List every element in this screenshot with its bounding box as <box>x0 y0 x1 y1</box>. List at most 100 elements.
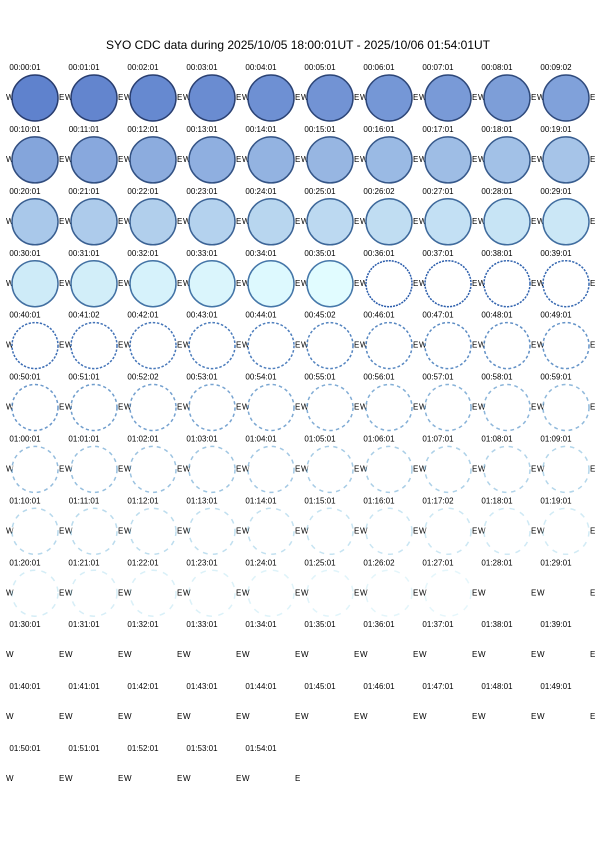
sky-image <box>542 383 590 432</box>
west-label: W <box>419 712 427 721</box>
sky-image <box>70 74 118 122</box>
frame-time: 00:06:01 <box>363 63 395 72</box>
sky-image <box>365 383 413 432</box>
sky-image <box>70 383 118 432</box>
sky-image <box>424 74 472 122</box>
east-label: E <box>59 279 64 288</box>
frame-time: 00:34:01 <box>245 249 277 258</box>
sky-image <box>129 321 177 370</box>
west-label: W <box>360 712 368 721</box>
frame-time: 01:06:01 <box>363 435 395 444</box>
frame-time: 00:51:01 <box>68 373 100 382</box>
frame-time: 00:20:01 <box>9 187 41 196</box>
sky-image <box>188 74 236 122</box>
frame-time: 00:09:02 <box>540 63 572 72</box>
west-label: W <box>478 279 486 288</box>
sky-image <box>70 259 118 308</box>
frame-time: 00:21:01 <box>68 187 100 196</box>
west-label: W <box>360 155 368 164</box>
sky-image <box>306 198 354 246</box>
sky-image <box>247 507 295 556</box>
west-label: W <box>242 155 250 164</box>
east-label: E <box>177 93 182 102</box>
west-label: W <box>301 526 309 535</box>
frame-time: 00:18:01 <box>481 125 513 134</box>
frame-time: 01:53:01 <box>186 744 218 753</box>
east-label: E <box>354 650 359 659</box>
east-label: E <box>590 465 595 474</box>
west-label: W <box>183 465 191 474</box>
frame-time: 00:08:01 <box>481 63 513 72</box>
east-label: E <box>413 155 418 164</box>
sky-image <box>247 198 295 246</box>
frame-time: 00:55:01 <box>304 373 336 382</box>
frame-time: 00:29:01 <box>540 187 572 196</box>
west-label: W <box>301 93 309 102</box>
sky-image <box>542 321 590 370</box>
east-label: E <box>354 279 359 288</box>
west-label: W <box>360 279 368 288</box>
frame-time: 01:17:02 <box>422 496 454 505</box>
frame-time: 01:41:01 <box>68 682 100 691</box>
frame-time: 01:04:01 <box>245 435 277 444</box>
east-label: E <box>472 588 477 597</box>
west-label: W <box>360 588 368 597</box>
west-label: W <box>478 650 486 659</box>
sky-image <box>129 74 177 122</box>
frame-time: 01:43:01 <box>186 682 218 691</box>
east-label: E <box>413 588 418 597</box>
west-label: W <box>537 217 545 226</box>
frame-time: 01:28:01 <box>481 558 513 567</box>
east-label: E <box>472 526 477 535</box>
west-label: W <box>6 403 14 412</box>
west-label: W <box>537 155 545 164</box>
frame-time: 01:51:01 <box>68 744 100 753</box>
west-label: W <box>242 279 250 288</box>
frame-time: 00:43:01 <box>186 311 218 320</box>
frame-time: 00:22:01 <box>127 187 159 196</box>
east-label: E <box>531 403 536 412</box>
sky-image <box>542 259 590 308</box>
west-label: W <box>124 341 132 350</box>
frame-time: 00:23:01 <box>186 187 218 196</box>
frame-time: 00:28:01 <box>481 187 513 196</box>
east-label: E <box>59 712 64 721</box>
frame-time: 01:05:01 <box>304 435 336 444</box>
frame-time: 00:45:02 <box>304 311 336 320</box>
east-label: E <box>177 403 182 412</box>
east-label: E <box>472 155 477 164</box>
east-label: E <box>531 93 536 102</box>
frame-time: 01:19:01 <box>540 496 572 505</box>
east-label: E <box>59 465 64 474</box>
west-label: W <box>6 465 14 474</box>
sky-image <box>129 569 177 617</box>
east-label: E <box>531 217 536 226</box>
sky-image <box>247 136 295 184</box>
west-label: W <box>6 279 14 288</box>
sky-image <box>542 74 590 122</box>
east-label: E <box>531 588 536 597</box>
west-label: W <box>65 712 73 721</box>
frame-time: 01:42:01 <box>127 682 159 691</box>
sky-image <box>188 198 236 246</box>
sky-image <box>70 507 118 556</box>
west-label: W <box>65 341 73 350</box>
east-label: E <box>177 712 182 721</box>
east-label: E <box>236 403 241 412</box>
west-label: W <box>419 403 427 412</box>
sky-image <box>11 383 59 432</box>
west-label: W <box>537 712 545 721</box>
sky-image <box>129 259 177 308</box>
east-label: E <box>236 217 241 226</box>
sky-image <box>483 445 531 494</box>
sky-image <box>11 507 59 556</box>
frame-time: 01:54:01 <box>245 744 277 753</box>
sky-image <box>424 507 472 556</box>
west-label: W <box>124 279 132 288</box>
sky-image <box>70 569 118 617</box>
frame-time: 00:37:01 <box>422 249 454 258</box>
west-label: W <box>478 403 486 412</box>
west-label: W <box>124 465 132 474</box>
east-label: E <box>118 588 123 597</box>
west-label: W <box>537 403 545 412</box>
